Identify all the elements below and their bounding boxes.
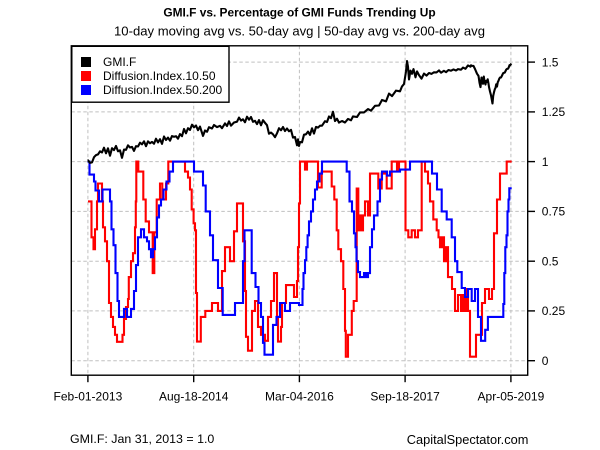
- svg-text:Mar-04-2016: Mar-04-2016: [265, 390, 334, 404]
- svg-text:0.5: 0.5: [542, 254, 559, 268]
- svg-text:Aug-18-2014: Aug-18-2014: [159, 390, 229, 404]
- svg-text:10-day moving avg vs. 50-day a: 10-day moving avg vs. 50-day avg | 50-da…: [114, 24, 485, 39]
- svg-text:Diffusion.Index.10.50: Diffusion.Index.10.50: [103, 69, 216, 83]
- svg-text:GMI.F vs. Percentage of GMI Fu: GMI.F vs. Percentage of GMI Funds Trendi…: [163, 5, 435, 19]
- svg-text:Feb-01-2013: Feb-01-2013: [54, 390, 123, 404]
- svg-text:CapitalSpectator.com: CapitalSpectator.com: [407, 432, 529, 447]
- svg-text:0: 0: [542, 354, 549, 368]
- svg-text:1.25: 1.25: [542, 105, 566, 119]
- svg-text:1.5: 1.5: [542, 55, 559, 69]
- svg-text:Sep-18-2017: Sep-18-2017: [370, 390, 440, 404]
- svg-text:1: 1: [542, 155, 549, 169]
- svg-text:Diffusion.Index.50.200: Diffusion.Index.50.200: [103, 83, 223, 97]
- svg-text:GMI.F: GMI.F: [103, 55, 136, 69]
- svg-text:Apr-05-2019: Apr-05-2019: [478, 390, 545, 404]
- svg-text:0.75: 0.75: [542, 205, 566, 219]
- svg-text:GMI.F: Jan 31, 2013 = 1.0: GMI.F: Jan 31, 2013 = 1.0: [70, 432, 214, 446]
- svg-text:0.25: 0.25: [542, 304, 566, 318]
